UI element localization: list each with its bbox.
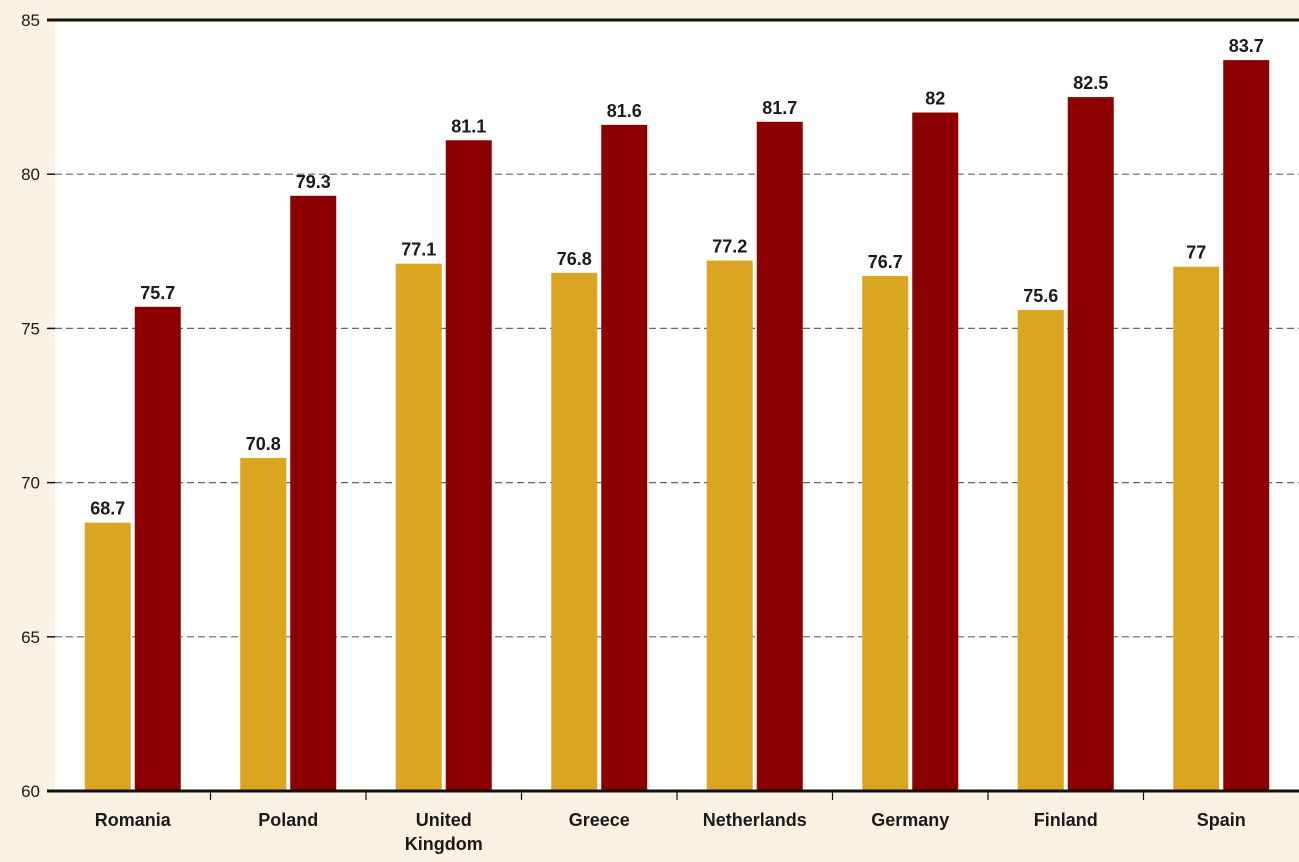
- bar-series1: [706, 260, 753, 791]
- bar-series2: [1223, 60, 1270, 792]
- data-label: 79.3: [296, 172, 331, 192]
- data-labels: 68.7 75.7 70.8 79.3 77.1 81.1 76.8 81.6 77.2 81.7…: [90, 36, 1264, 519]
- bar-series2: [756, 121, 803, 792]
- data-label: 70.8: [246, 434, 281, 454]
- data-label: 82.5: [1073, 73, 1108, 93]
- x-tick-label-line: Romania: [95, 810, 172, 830]
- data-label: 76.7: [868, 252, 903, 272]
- data-label: 75.7: [140, 283, 175, 303]
- bar-series1: [1173, 266, 1220, 792]
- data-label: 68.7: [90, 499, 125, 519]
- bar-series1: [240, 457, 287, 791]
- data-label: 81.7: [762, 98, 797, 118]
- x-tick-label-line: Finland: [1034, 810, 1098, 830]
- x-tick-label-line: Spain: [1197, 810, 1246, 830]
- x-tick-label: Spain: [1197, 810, 1246, 830]
- bar-series1: [395, 263, 442, 791]
- x-tick-label-line: Netherlands: [703, 810, 807, 830]
- data-label: 77.1: [401, 240, 436, 260]
- x-tick-label: Netherlands: [703, 810, 807, 830]
- x-tick-label: Poland: [258, 810, 318, 830]
- bar-series1: [551, 272, 598, 791]
- x-tick-label: Romania: [95, 810, 172, 830]
- y-tick-label: 80: [21, 165, 40, 184]
- y-tick-label: 65: [21, 628, 40, 647]
- bars: [84, 60, 1270, 792]
- x-tick-label: Germany: [871, 810, 949, 830]
- y-tick-label: 70: [21, 474, 40, 493]
- bar-series2: [290, 195, 337, 792]
- data-label: 77.2: [712, 237, 747, 257]
- x-tick-label-line: Poland: [258, 810, 318, 830]
- axes: 60 65 70 75 80 85 Romania Poland United Kingdom Gr…: [21, 11, 1299, 854]
- data-label: 81.6: [607, 101, 642, 121]
- data-label: 81.1: [451, 116, 486, 136]
- data-label: 76.8: [557, 249, 592, 269]
- x-tick-label-line: Greece: [569, 810, 630, 830]
- y-tick-label: 75: [21, 319, 40, 338]
- x-tick-label-line: Kingdom: [405, 834, 483, 854]
- bar-series1: [1017, 309, 1064, 791]
- x-tick-label: Finland: [1034, 810, 1098, 830]
- x-tick-label-line: Germany: [871, 810, 949, 830]
- bar-series2: [134, 306, 181, 791]
- data-label: 75.6: [1023, 286, 1058, 306]
- x-tick-label: United Kingdom: [405, 810, 483, 854]
- bar-series2: [601, 124, 648, 791]
- bar-series2: [912, 112, 959, 791]
- x-tick-label: Greece: [569, 810, 630, 830]
- data-label: 77: [1186, 243, 1206, 263]
- bar-series1: [84, 522, 131, 791]
- bar-series2: [1067, 97, 1114, 792]
- data-label: 83.7: [1229, 36, 1264, 56]
- data-label: 82: [925, 89, 945, 109]
- bar-series1: [862, 275, 909, 791]
- x-tick-label-line: United: [416, 810, 472, 830]
- y-tick-label: 85: [21, 11, 40, 30]
- y-tick-label: 60: [21, 782, 40, 801]
- bar-series2: [445, 140, 492, 791]
